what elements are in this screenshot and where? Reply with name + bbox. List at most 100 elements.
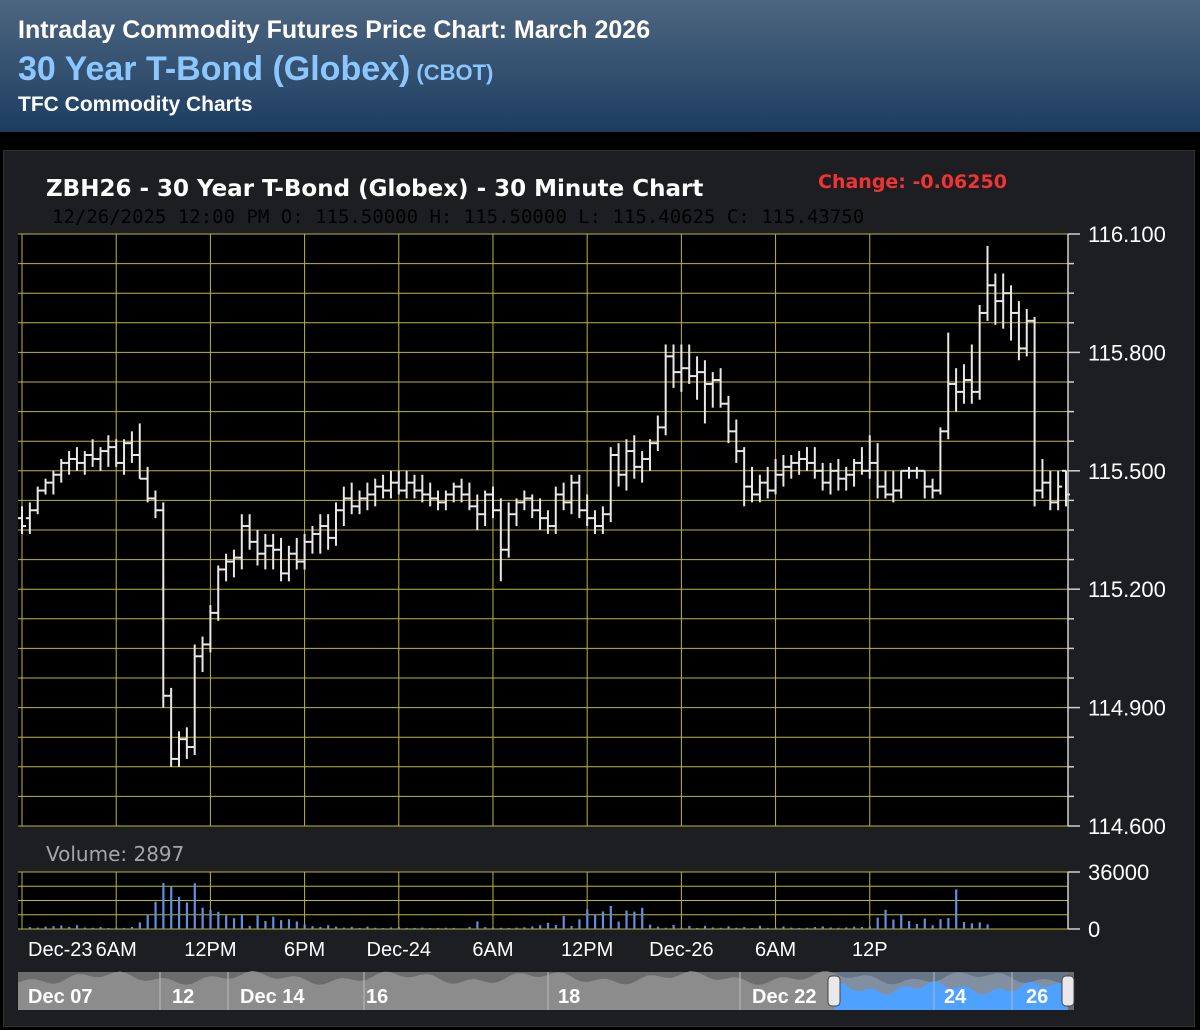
volume-bar [719,927,722,929]
ohlc-bar [496,498,505,582]
ohlc-bar [638,451,647,483]
ohlc-bar [49,470,58,495]
ohlc-bar [685,344,694,384]
volume-bar [193,883,196,929]
ohlc-bar [536,498,545,530]
ohlc-bar [700,360,709,424]
ohlc-bar [575,474,584,519]
ohlc-bar [865,435,874,479]
ohlc-bar [135,423,144,480]
volume-bar [272,916,275,929]
ohlc-bar [25,502,34,534]
volume-bar [437,927,440,929]
volume-grid [18,871,1068,930]
volume-bar [217,911,220,929]
volume-bar [562,915,565,929]
ohlc-bar [198,636,207,673]
ohlc-bar [850,458,859,487]
volume-bar [60,925,63,929]
volume-bar [350,926,353,929]
ohlc-bar [426,482,435,507]
ohlc-bar [873,443,882,499]
volume-bar [813,927,817,929]
volume-bar [641,907,644,929]
volume-bar [444,927,448,929]
ohlc-bar [339,486,348,527]
ohlc-bar [504,502,513,558]
volume-bar [743,927,746,929]
volume-bar [327,925,330,929]
ohlc-bar [795,451,804,475]
navigator-selection[interactable] [834,972,1068,1010]
navigator-right-handle[interactable] [1061,975,1075,1007]
ohlc-bar [520,490,529,511]
volume-bar [546,922,550,929]
ohlc-bar [763,466,772,499]
ohlc-bar [379,474,388,499]
volume-bar [947,918,950,929]
price-bars [18,245,1070,767]
ohlc-bar [834,458,843,491]
ohlc-bar [1022,308,1031,357]
ohlc-bar [363,482,372,511]
time-navigator[interactable]: Dec 07 12 Dec 14 16 18 Dec 22 24 26 [18,971,1075,1010]
time-axis-label: 6AM [96,939,137,961]
time-axis-label: Dec-26 [649,939,713,961]
ohlc-bar [528,494,537,519]
volume-bar [115,927,118,929]
volume-bar [154,901,157,929]
volume-bar [594,914,597,929]
volume-bar [908,921,911,929]
ohlc-bar [1014,301,1023,361]
volume-bar [578,919,581,929]
time-axis-label: 12PM [561,939,613,961]
ohlc-bar [755,474,764,503]
volume-bar [939,919,942,929]
ohlc-bar [371,478,380,507]
price-tick-label: 115.800 [1088,340,1166,365]
time-axis: Dec-23 6AM 12PM 6PM Dec-24 6AM 12PM Dec-26 6AM 12… [28,939,888,961]
navigator-series [18,971,1068,1010]
volume-bar [452,927,455,929]
ohlc-bar [410,474,419,499]
ohlc-bar [300,533,309,570]
ohlc-bar [457,478,466,503]
volume-bar [138,922,141,929]
volume-bar [531,926,534,929]
volume-bar [570,925,573,929]
volume-bar [845,927,848,929]
navigator-label: 12 [172,986,194,1008]
price-tick-label: 115.500 [1088,459,1166,484]
ohlc-bar [512,498,521,527]
ohlc-bar [591,510,600,534]
ohlc-bar [214,565,223,621]
ohlc-bar [983,245,992,321]
ohlc-bar [787,455,796,479]
ohlc-bar [182,727,191,759]
ohlc-bar [693,356,702,400]
ohlc-bar [284,545,293,582]
volume-bar [366,926,369,929]
navigator-left-handle[interactable] [827,975,841,1007]
time-axis-label: 12P [852,939,888,961]
ohlc-bar [72,447,81,471]
volume-bar [468,926,471,929]
ohlc-bar [936,427,945,495]
ohlc-bar [127,431,136,463]
volume-bar [476,921,479,929]
ohlc-bar [418,474,427,503]
price-grid [18,233,1068,827]
ohlc-bar [967,344,976,404]
volume-bar [36,927,39,929]
volume-bar [507,927,510,929]
volume-bar [491,927,495,929]
volume-bar [83,927,86,929]
volume-bar [829,927,832,929]
volume-bar [962,922,966,929]
volume-bar [876,917,879,929]
volume-bars [21,883,989,929]
volume-bar [648,924,652,929]
volume-bar [837,927,840,929]
volume-bar [130,926,134,929]
ohlc-bar [1030,316,1039,507]
